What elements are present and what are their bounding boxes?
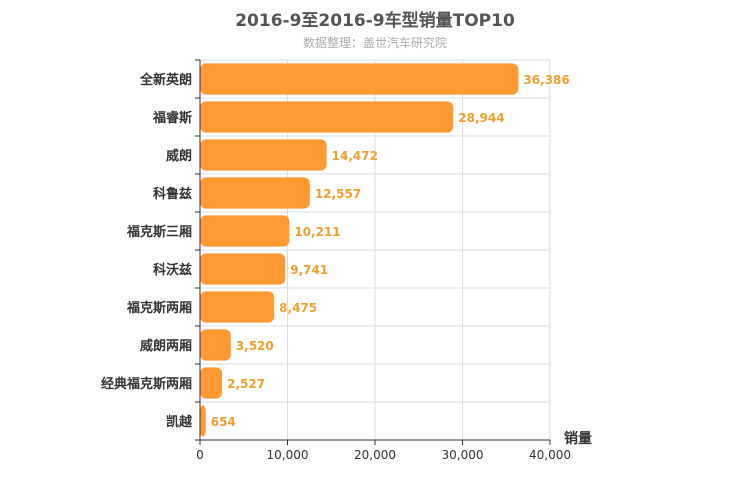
data-label: 8,475 xyxy=(279,301,317,315)
bar xyxy=(200,329,231,361)
data-label: 2,527 xyxy=(227,377,265,391)
bar xyxy=(200,215,290,247)
bar xyxy=(200,177,310,209)
x-tick-label: 30,000 xyxy=(442,448,484,462)
data-label: 28,944 xyxy=(458,111,504,125)
category-label: 凯越 xyxy=(166,414,193,430)
data-label: 14,472 xyxy=(332,149,378,163)
category-label: 威朗两厢 xyxy=(140,338,192,354)
chart-subtitle: 数据整理：盖世汽车研究院 xyxy=(302,36,447,50)
category-label: 福克斯两厢 xyxy=(126,300,192,316)
data-label: 10,211 xyxy=(294,225,340,239)
bar xyxy=(200,63,519,95)
x-axis-title: 销量 xyxy=(564,430,592,447)
bar xyxy=(200,101,454,133)
data-label: 3,520 xyxy=(236,339,274,353)
x-tick-label: 20,000 xyxy=(354,448,396,462)
category-label: 经典福克斯两厢 xyxy=(101,376,192,392)
axes: 0 10,000 20,000 30,000 40,000 xyxy=(195,59,571,462)
category-label: 威朗 xyxy=(166,148,192,164)
bar xyxy=(200,291,275,323)
category-label: 全新英朗 xyxy=(139,72,192,88)
x-tick-label: 10,000 xyxy=(267,448,309,462)
bars: 全新英朗 36,386 福睿斯 28,944 威朗 14,472 科鲁兹 12,557 福克斯三… xyxy=(101,63,570,437)
category-label: 科鲁兹 xyxy=(153,186,192,202)
x-tick-label: 0 xyxy=(196,448,204,462)
category-label: 福睿斯 xyxy=(152,110,192,126)
category-label: 科沃兹 xyxy=(153,262,192,278)
bar xyxy=(200,253,286,285)
x-tick-label: 40,000 xyxy=(529,448,571,462)
bar xyxy=(200,139,327,171)
data-label: 36,386 xyxy=(523,73,569,87)
bar xyxy=(200,367,223,399)
data-label: 654 xyxy=(211,415,236,429)
data-label: 12,557 xyxy=(315,187,361,201)
chart-title: 2016-9至2016-9车型销量TOP10 xyxy=(235,11,515,31)
data-label: 9,741 xyxy=(290,263,328,277)
category-label: 福克斯三厢 xyxy=(126,224,192,240)
bar xyxy=(200,405,206,437)
